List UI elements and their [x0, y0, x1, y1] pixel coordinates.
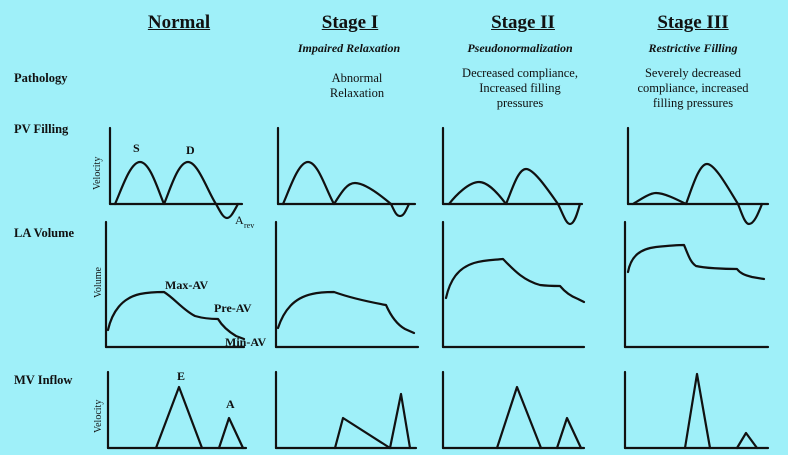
- a-wave-label: A: [226, 397, 235, 411]
- mv-inflow-normal-plot: [106, 370, 248, 450]
- la-volume-stage-3-plot: [623, 220, 770, 349]
- la-volume-stage-1-plot: [274, 220, 420, 349]
- pv-filling-normal-plot: [108, 126, 244, 220]
- pv-filling-stage-2-plot: [441, 126, 584, 226]
- min-av-label: Min-AV: [225, 335, 266, 349]
- mv-stage-2-a-wave: [555, 416, 583, 450]
- column-subtitle-stage-3: Restrictive Filling: [648, 41, 738, 55]
- a-rev-label: A rev: [235, 213, 254, 230]
- la-volume-normal-plot: [104, 220, 246, 349]
- s-wave-label: S: [133, 141, 140, 155]
- mv-stage-3-a-wave: [735, 431, 759, 450]
- mv-inflow-stage-3-plot: [623, 370, 770, 450]
- pathology-text-stage-1: Abnormal Relaxation: [329, 71, 385, 100]
- row-label-mv-inflow: MV Inflow: [14, 373, 73, 387]
- column-title-stage-2: Stage II: [491, 12, 555, 33]
- pv-velocity-axis-label: Velocity: [92, 157, 103, 190]
- pv-normal-waveform: [113, 160, 240, 220]
- mv-stage-1-e-wave: [333, 416, 392, 450]
- la-stage-1-curve: [276, 290, 416, 335]
- la-stage-3-curve: [626, 243, 766, 281]
- a-rev-label-base: A: [235, 213, 244, 227]
- mv-inflow-stage-1-plot: [274, 370, 418, 450]
- pathology-text-stage-2: Decreased compliance, Increased filling …: [462, 66, 578, 110]
- column-title-stage-3: Stage III: [657, 12, 729, 33]
- la-volume-stage-2-plot: [441, 220, 586, 349]
- mv-stage-2-e-wave: [495, 385, 543, 450]
- pv-stage-2-waveform: [447, 167, 582, 226]
- pv-stage-3-waveform: [631, 162, 764, 226]
- column-subtitle-stage-2: Pseudonormalization: [467, 41, 573, 55]
- a-rev-label-sub: rev: [244, 221, 254, 230]
- max-av-label: Max-AV: [165, 278, 208, 292]
- column-title-normal: Normal: [147, 12, 211, 33]
- row-label-la-volume: LA Volume: [14, 226, 75, 240]
- pre-av-label: Pre-AV: [214, 301, 252, 315]
- pv-filling-stage-1-plot: [276, 126, 417, 218]
- d-wave-label: D: [186, 143, 195, 157]
- mv-stage-3-e-wave: [683, 372, 712, 450]
- pv-filling-stage-3-plot: [626, 126, 770, 226]
- la-normal-curve: [106, 290, 246, 341]
- column-subtitle-stage-1: Impaired Relaxation: [297, 41, 401, 55]
- mv-normal-e-wave: [154, 385, 204, 450]
- mv-normal-a-wave: [217, 416, 245, 450]
- row-label-pv-filling: PV Filling: [14, 122, 69, 136]
- mv-inflow-stage-2-plot: [441, 370, 586, 450]
- pathology-text-stage-3: Severely decreased compliance, increased…: [637, 66, 749, 110]
- la-stage-2-curve: [444, 257, 586, 304]
- mv-velocity-axis-label: Velocity: [93, 400, 104, 433]
- pv-stage-1-waveform: [281, 160, 411, 218]
- row-label-pathology: Pathology: [14, 71, 68, 85]
- e-wave-label: E: [177, 369, 185, 383]
- mv-stage-1-a-wave: [388, 392, 412, 450]
- column-title-stage-1: Stage I: [321, 12, 379, 33]
- la-volume-axis-label: Volume: [93, 267, 104, 298]
